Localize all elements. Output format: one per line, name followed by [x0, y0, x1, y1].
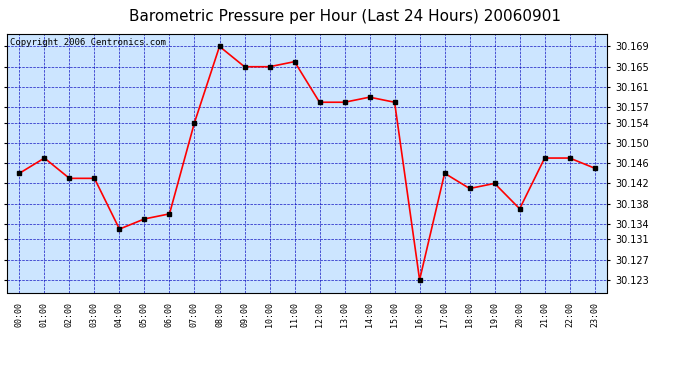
- Text: Copyright 2006 Centronics.com: Copyright 2006 Centronics.com: [10, 38, 166, 46]
- Text: Barometric Pressure per Hour (Last 24 Hours) 20060901: Barometric Pressure per Hour (Last 24 Ho…: [129, 9, 561, 24]
